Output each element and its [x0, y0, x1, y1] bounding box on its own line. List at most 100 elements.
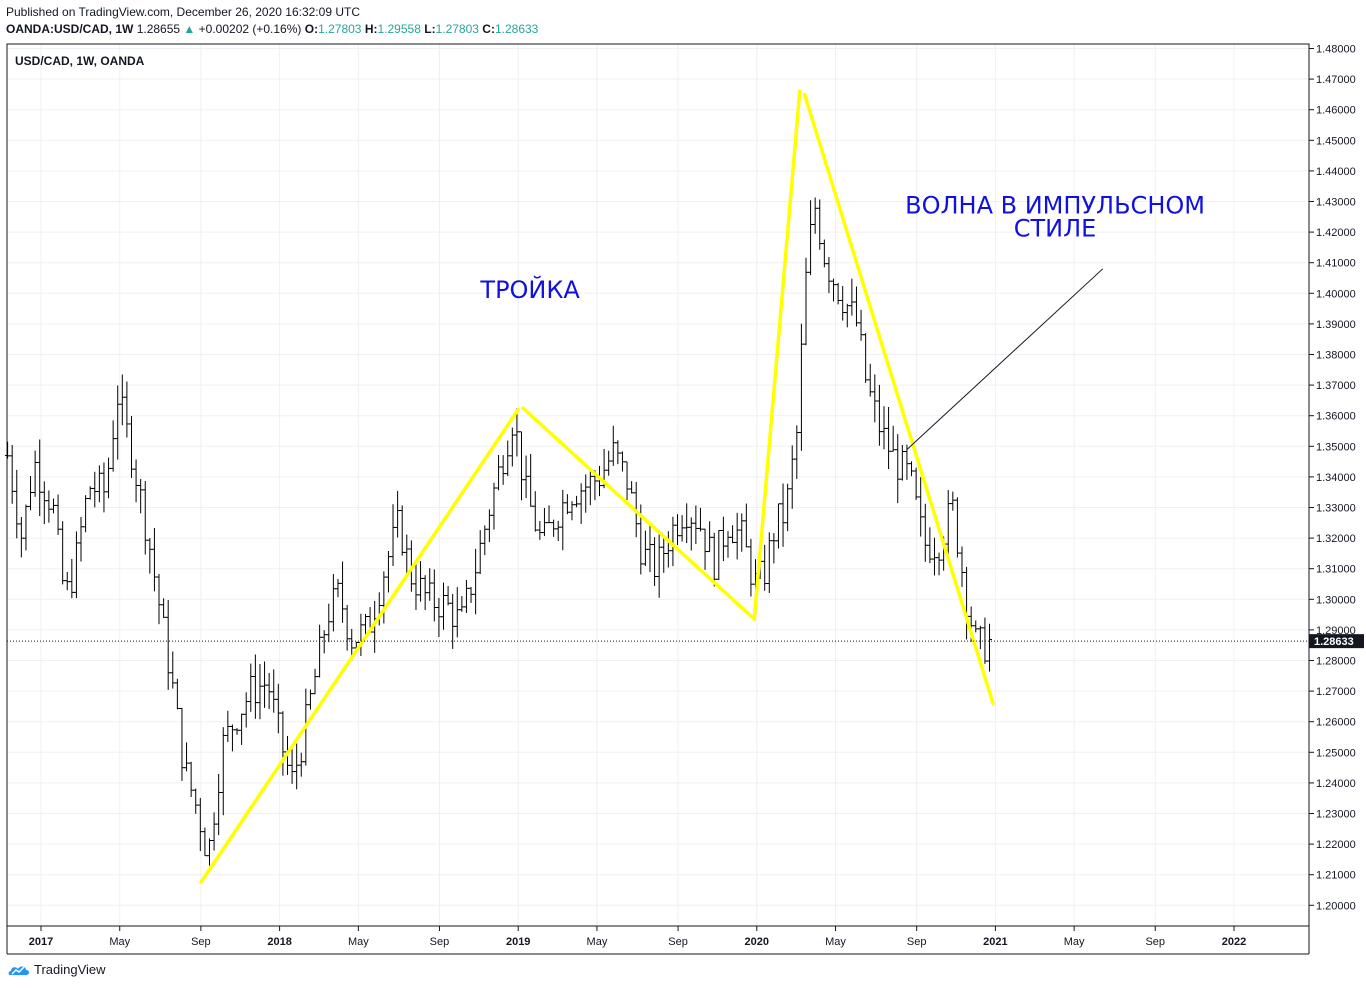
x-tick-label: May — [825, 936, 846, 948]
y-tick-label: 1.30000 — [1316, 594, 1356, 606]
ohlc-bar — [564, 494, 570, 515]
ohlc-bar — [427, 568, 433, 601]
tradingview-logo-text: TradingView — [34, 962, 106, 977]
ohlc-bar — [812, 197, 818, 234]
x-tick-label: Sep — [1145, 936, 1165, 948]
x-tick-label: May — [587, 936, 608, 948]
x-tick-label: 2019 — [506, 936, 530, 948]
ohlc-bar — [133, 459, 139, 503]
ohlc-bar — [514, 408, 520, 457]
ohlc-bar — [431, 569, 437, 622]
ohlc-bar — [528, 453, 534, 507]
y-tick-label: 1.48000 — [1316, 44, 1356, 56]
ohlc-bar — [739, 513, 745, 552]
ohlc-bar — [982, 617, 988, 664]
ohlc-bar — [362, 613, 368, 635]
x-tick-label: 2022 — [1222, 936, 1246, 948]
ohlc-bar — [289, 746, 295, 784]
ohlc-bar — [491, 482, 497, 530]
ohlc-bar — [202, 827, 208, 857]
time-axis[interactable]: 2017 May Sep 2018 May Sep 2019 May Sep 2020 May Sep… — [29, 926, 1246, 948]
ohlc-bar — [395, 490, 401, 538]
ohlc-bar — [835, 282, 841, 305]
x-tick-label: 2020 — [745, 936, 769, 948]
ohlc-bar — [867, 363, 873, 397]
ohlc-bar — [615, 440, 621, 465]
ohlc-bar — [188, 761, 194, 798]
last-price-tag — [1309, 634, 1364, 649]
ohlc-bar — [179, 707, 185, 781]
x-tick-label: 2017 — [29, 936, 53, 948]
ohlc-bar — [762, 544, 768, 591]
ohlc-bar — [766, 532, 772, 594]
ohlc-bar — [73, 531, 79, 599]
ohlc-bar — [886, 407, 892, 470]
ohlc-bar — [404, 534, 410, 577]
ohlc-bar — [532, 491, 538, 532]
published-info: Published on TradingView.com, December 2… — [6, 5, 360, 19]
ohlc-bar — [454, 587, 460, 638]
x-tick-label: Sep — [668, 936, 688, 948]
annotation-text: ТРОЙКА — [479, 275, 580, 304]
x-tick-label: Sep — [907, 936, 927, 948]
y-tick-label: 1.23000 — [1316, 809, 1356, 821]
ohlc-bar — [294, 743, 300, 790]
ohlc-bar — [688, 517, 694, 551]
ohlc-bar — [335, 578, 341, 598]
ohlc-bar — [541, 508, 547, 537]
high-label: H: — [364, 22, 378, 36]
ohlc-bar — [973, 620, 979, 633]
ohlc-bar — [587, 467, 593, 506]
y-tick-label: 1.34000 — [1316, 472, 1356, 484]
y-tick-label: 1.37000 — [1316, 380, 1356, 392]
annotation-pointer-line — [906, 268, 1104, 450]
ohlc-bar — [358, 613, 364, 657]
ohlc-bar — [817, 199, 823, 250]
ohlc-bar — [193, 788, 199, 814]
annotation-text: СТИЛЕ — [1014, 215, 1097, 243]
ohlc-bar — [197, 797, 203, 851]
y-tick-label: 1.26000 — [1316, 717, 1356, 729]
ohlc-bar — [496, 454, 502, 491]
price-axis[interactable]: 1.48000 1.47000 1.46000 1.45000 1.44000 1.430… — [1309, 44, 1356, 913]
ohlc-bar — [606, 450, 612, 476]
ohlc-bar — [578, 483, 584, 524]
ohlc-bar — [450, 594, 456, 649]
y-tick-label: 1.38000 — [1316, 350, 1356, 362]
ohlc-bar — [509, 427, 515, 467]
y-tick-label: 1.41000 — [1316, 258, 1356, 270]
ohlc-bar — [500, 455, 506, 485]
ohlc-bar — [619, 451, 625, 472]
ohlc-bar — [151, 527, 157, 592]
y-tick-label: 1.24000 — [1316, 778, 1356, 790]
ohlc-bar — [927, 527, 933, 564]
ohlc-bar — [119, 374, 125, 426]
ohlc-bar — [184, 742, 190, 772]
ohlc-bar — [959, 546, 965, 587]
ohlc-bar — [170, 651, 176, 689]
ohlc-bar — [775, 503, 781, 549]
y-tick-label: 1.29000 — [1316, 625, 1356, 637]
tradingview-logo[interactable]: TradingView — [8, 962, 106, 977]
ohlc-bar — [693, 505, 699, 544]
ohlc-bar — [789, 445, 795, 509]
y-tick-label: 1.43000 — [1316, 197, 1356, 209]
ohlc-bar — [23, 504, 29, 551]
y-tick-label: 1.42000 — [1316, 227, 1356, 239]
low-value: 1.27803 — [435, 22, 479, 36]
ohlc-bar — [560, 489, 566, 551]
ohlc-bar — [473, 548, 479, 615]
chart-grid — [7, 44, 1309, 926]
wave-trendline — [802, 92, 995, 706]
ohlc-bar — [115, 385, 121, 460]
ohlc-bar — [922, 503, 928, 562]
ohlc-bar — [399, 505, 405, 556]
y-tick-label: 1.46000 — [1316, 105, 1356, 117]
ohlc-bar — [161, 598, 167, 618]
ohlc-bar — [881, 406, 887, 450]
ohlc-bar — [918, 477, 924, 537]
open-value: 1.27803 — [318, 22, 362, 36]
ohlc-bar — [14, 469, 20, 539]
